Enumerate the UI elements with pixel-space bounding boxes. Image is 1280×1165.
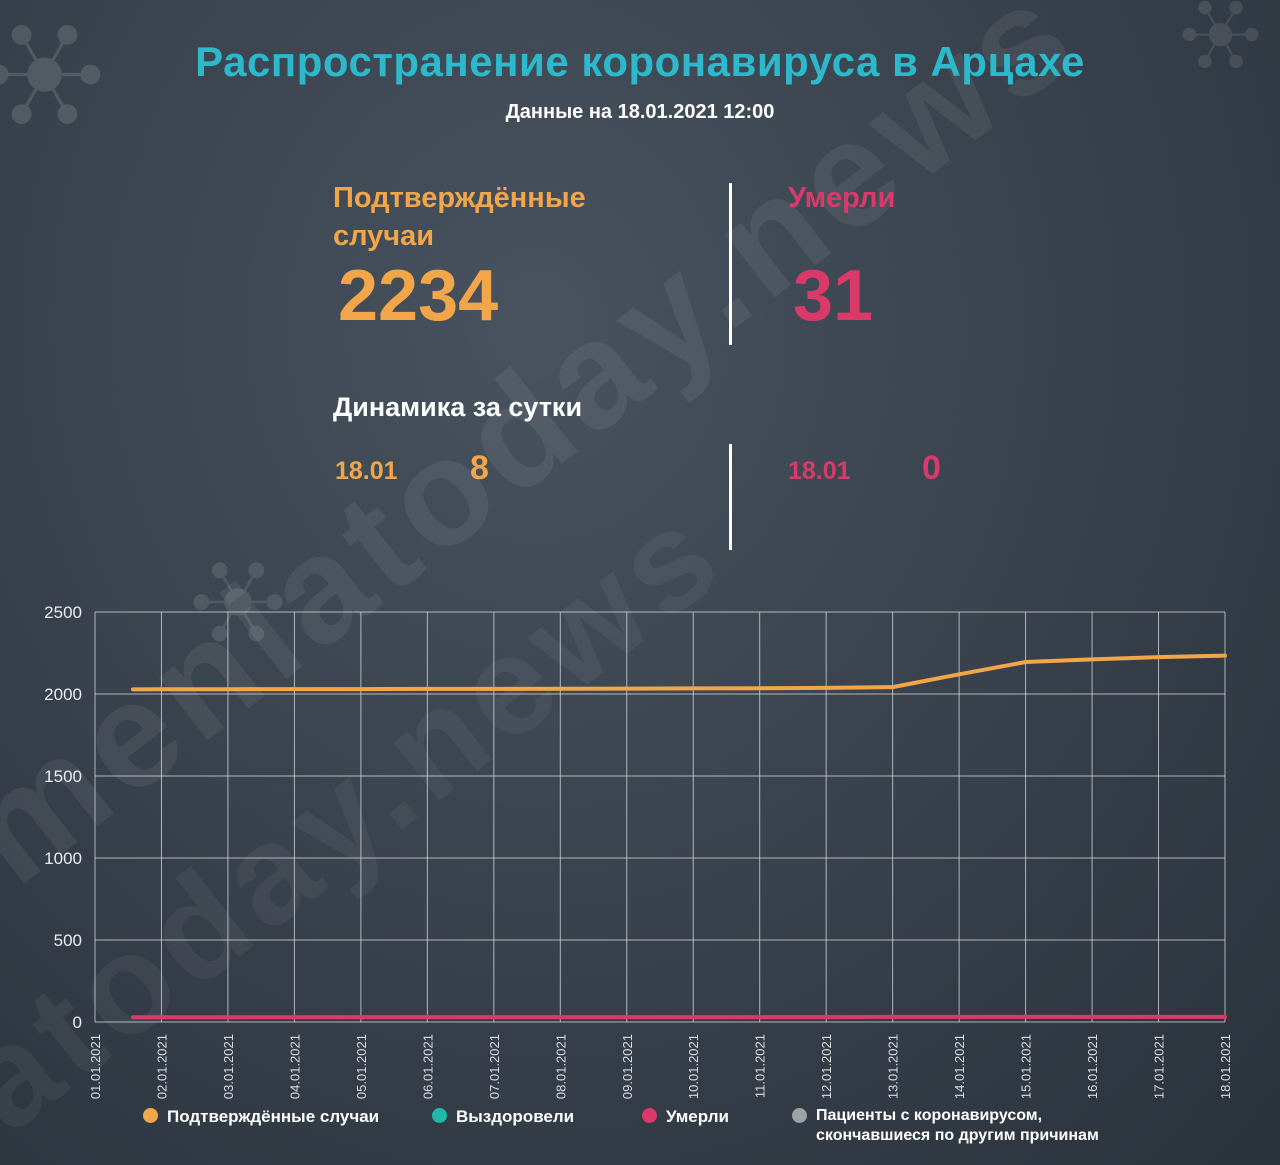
confirmed-dot-icon <box>143 1108 158 1123</box>
svg-text:0: 0 <box>73 1013 82 1032</box>
confirmed-delta-date: 18.01 <box>335 457 398 485</box>
confirmed-delta-value: 8 <box>470 449 489 487</box>
svg-text:1500: 1500 <box>44 767 82 786</box>
confirmed-cases-value: 2234 <box>338 256 499 336</box>
svg-text:10.01.2021: 10.01.2021 <box>686 1034 701 1099</box>
svg-text:1000: 1000 <box>44 849 82 868</box>
svg-text:07.01.2021: 07.01.2021 <box>487 1034 502 1099</box>
stats-divider <box>729 444 732 550</box>
legend-item-confirmed: Подтверждённые случаи <box>143 1106 379 1127</box>
page-title: Распространение коронавируса в Арцахе <box>195 38 1085 85</box>
deaths-dot-icon <box>642 1108 657 1123</box>
svg-text:01.01.2021: 01.01.2021 <box>88 1034 103 1099</box>
svg-text:05.01.2021: 05.01.2021 <box>354 1034 369 1099</box>
legend-label-deaths: Умерли <box>666 1107 729 1126</box>
svg-text:02.01.2021: 02.01.2021 <box>154 1034 169 1099</box>
legend-item-recovered: Выздоровели <box>432 1106 574 1127</box>
deaths-delta-date: 18.01 <box>788 457 851 485</box>
svg-text:2500: 2500 <box>44 603 82 622</box>
recovered-dot-icon <box>432 1108 447 1123</box>
confirmed-cases-label: Подтверждённые случаи <box>333 182 586 252</box>
svg-text:16.01.2021: 16.01.2021 <box>1085 1034 1100 1099</box>
svg-text:08.01.2021: 08.01.2021 <box>553 1034 568 1099</box>
legend-item-deaths: Умерли <box>642 1106 729 1127</box>
svg-text:18.01.2021: 18.01.2021 <box>1218 1034 1233 1099</box>
legend-label-recovered: Выздоровели <box>456 1107 575 1126</box>
svg-text:09.01.2021: 09.01.2021 <box>620 1034 635 1099</box>
daily-dynamics-title: Динамика за сутки <box>333 392 583 422</box>
legend-label-other-deaths-line1: Пациенты с коронавирусом, <box>816 1107 1043 1124</box>
svg-text:15.01.2021: 15.01.2021 <box>1019 1034 1034 1099</box>
svg-text:13.01.2021: 13.01.2021 <box>886 1034 901 1099</box>
svg-text:03.01.2021: 03.01.2021 <box>221 1034 236 1099</box>
svg-text:2000: 2000 <box>44 685 82 704</box>
legend-label-other-deaths: Пациенты с коронавирусом, скончавшиеся п… <box>816 1106 1099 1146</box>
chart-legend: Подтверждённые случаи Выздоровели Умерли… <box>0 1106 1280 1165</box>
other-deaths-dot-icon <box>792 1108 807 1123</box>
data-timestamp: Данные на 18.01.2021 12:00 <box>505 101 775 123</box>
legend-item-other-deaths: Пациенты с коронавирусом, скончавшиеся п… <box>792 1106 1099 1146</box>
svg-text:14.01.2021: 14.01.2021 <box>952 1034 967 1099</box>
stats-divider <box>729 183 732 345</box>
svg-text:11.01.2021: 11.01.2021 <box>753 1034 768 1098</box>
deaths-value: 31 <box>793 256 874 336</box>
svg-text:500: 500 <box>54 931 82 950</box>
svg-text:12.01.2021: 12.01.2021 <box>819 1034 834 1099</box>
svg-text:04.01.2021: 04.01.2021 <box>287 1034 302 1099</box>
deaths-label: Умерли <box>788 182 896 214</box>
deaths-delta-value: 0 <box>922 449 941 487</box>
svg-text:17.01.2021: 17.01.2021 <box>1152 1034 1167 1099</box>
covid-line-chart: 0 500 1000 1500 2000 2500 01.01.2021 02.01.2021… <box>44 603 1233 1099</box>
legend-label-confirmed: Подтверждённые случаи <box>167 1107 380 1126</box>
legend-label-other-deaths-line2: скончавшиеся по другим причинам <box>816 1127 1099 1144</box>
svg-text:06.01.2021: 06.01.2021 <box>420 1034 435 1099</box>
